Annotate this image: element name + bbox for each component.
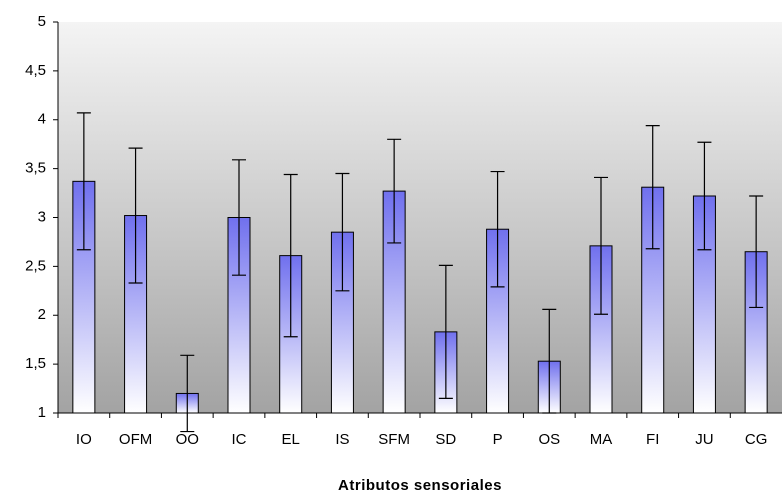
error-bar	[128, 147, 143, 284]
error-bar	[438, 264, 453, 399]
error-bar	[645, 125, 660, 250]
y-tick-label: 2,5	[25, 257, 46, 274]
error-bar	[749, 195, 764, 309]
x-tick-label: JU	[695, 431, 713, 448]
x-tick-label: SD	[435, 431, 456, 448]
x-tick-label: IO	[76, 431, 92, 448]
x-tick-label: OO	[176, 431, 199, 448]
y-tick-label: 3	[38, 208, 46, 225]
x-tick-label: CG	[745, 431, 768, 448]
x-tick-label: OS	[538, 431, 560, 448]
error-bar	[283, 173, 298, 338]
x-tick-label: IC	[232, 431, 247, 448]
x-tick-label: IS	[335, 431, 349, 448]
error-bar	[387, 138, 402, 244]
y-tick-label: 1,5	[25, 355, 46, 372]
error-bar	[180, 354, 195, 433]
error-bar	[542, 308, 557, 414]
y-tick-label: 5	[38, 13, 46, 30]
x-tick-label: EL	[282, 431, 300, 448]
y-tick-label: 4,5	[25, 62, 46, 79]
error-bar	[697, 141, 712, 251]
y-tick-label: 3,5	[25, 160, 46, 177]
error-bar	[490, 170, 505, 288]
error-bar	[335, 172, 350, 292]
error-bar	[232, 159, 246, 276]
x-tick-label: OFM	[119, 431, 152, 448]
x-tick-label: MA	[590, 431, 613, 448]
x-tick-label: P	[493, 431, 503, 448]
x-axis-title: Atributos sensoriales	[338, 477, 502, 494]
error-bar	[76, 112, 91, 251]
y-tick-label: 2	[38, 306, 46, 323]
y-tick-label: 1	[38, 404, 46, 421]
error-bar	[594, 176, 608, 315]
x-tick-label: SFM	[378, 431, 410, 448]
y-tick-label: 4	[38, 111, 46, 128]
plot-area	[58, 22, 782, 413]
x-tick-label: FI	[646, 431, 659, 448]
